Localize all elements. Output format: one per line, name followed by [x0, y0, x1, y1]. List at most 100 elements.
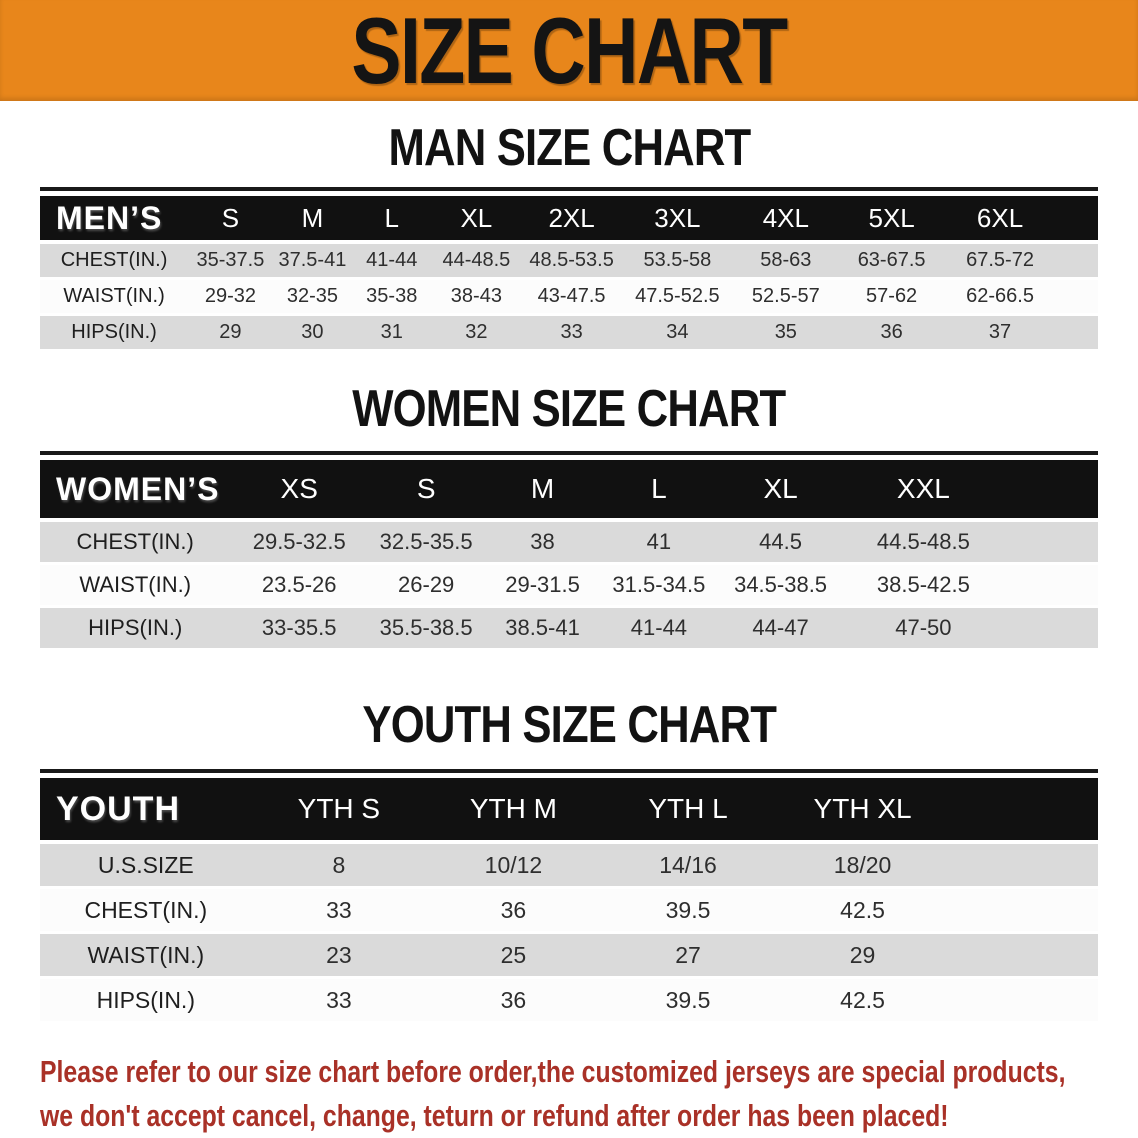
size-value: 58-63 — [732, 244, 839, 280]
size-col-header: XXL — [844, 460, 1003, 522]
size-col-header: S — [367, 460, 485, 522]
size-value: 35 — [732, 316, 839, 352]
size-value: 52.5-57 — [732, 280, 839, 316]
size-value: 32 — [431, 316, 522, 352]
spacer-cell — [1055, 280, 1098, 316]
row-label: U.S.SIZE — [40, 844, 252, 889]
spacer-cell — [949, 934, 1098, 979]
size-col-header: 5XL — [838, 196, 945, 244]
size-value: 32.5-35.5 — [367, 522, 485, 565]
size-value: 26-29 — [367, 565, 485, 608]
row-label: CHEST(IN.) — [40, 522, 231, 565]
women-size-table-wrap: WOMEN’S XS S M L XL XXL CHEST(IN.) 29.5-32.5 32.… — [40, 451, 1098, 651]
size-col-header: YTH S — [251, 778, 427, 844]
size-col-header: 2XL — [521, 196, 622, 244]
size-value: 38-43 — [431, 280, 522, 316]
youth-size-table: YOUTH YTH S YTH M YTH L YTH XL U.S.SIZE 8 10/1… — [40, 778, 1098, 1024]
youth-size-table-wrap: YOUTH YTH S YTH M YTH L YTH XL U.S.SIZE 8 10/1… — [40, 769, 1098, 1024]
table-corner-label: MEN’S — [40, 196, 189, 244]
size-col-header: M — [272, 196, 353, 244]
size-value: 32-35 — [272, 280, 353, 316]
men-section-title: MAN SIZE CHART — [388, 119, 751, 177]
size-value: 29-31.5 — [484, 565, 601, 608]
disclaimer-line-2: we don't accept cancel, change, teturn o… — [40, 1098, 949, 1134]
size-col-header: L — [600, 460, 718, 522]
size-value: 44-47 — [717, 608, 845, 651]
size-value: 48.5-53.5 — [521, 244, 622, 280]
size-value: 34.5-38.5 — [717, 565, 845, 608]
table-top-rule — [40, 451, 1098, 455]
size-value: 34 — [621, 316, 733, 352]
size-value: 29.5-32.5 — [230, 522, 368, 565]
size-col-header: S — [188, 196, 273, 244]
table-corner-label: YOUTH — [40, 778, 252, 844]
size-value: 44-48.5 — [431, 244, 522, 280]
men-size-table: MEN’S S M L XL 2XL 3XL 4XL 5XL 6XL CHEST(IN.) 35-3… — [40, 196, 1098, 352]
spacer-cell — [1002, 460, 1098, 522]
row-label: WAIST(IN.) — [40, 934, 252, 979]
size-value: 33 — [251, 889, 427, 934]
size-value: 47-50 — [844, 608, 1003, 651]
size-value: 43-47.5 — [521, 280, 622, 316]
size-value: 31 — [352, 316, 432, 352]
size-value: 10/12 — [426, 844, 601, 889]
spacer-cell — [1055, 244, 1098, 280]
measurement-row: WAIST(IN.) 23 25 27 29 — [40, 934, 1098, 979]
size-value: 33 — [251, 979, 427, 1024]
size-value: 36 — [838, 316, 945, 352]
spacer-cell — [949, 778, 1098, 844]
size-col-header: 6XL — [944, 196, 1056, 244]
measurement-row: HIPS(IN.) 29 30 31 32 33 34 35 36 37 — [40, 316, 1098, 352]
size-value: 8 — [251, 844, 427, 889]
spacer-cell — [949, 889, 1098, 934]
size-value: 38.5-42.5 — [844, 565, 1003, 608]
size-value: 35.5-38.5 — [367, 608, 485, 651]
size-col-header: XS — [230, 460, 368, 522]
size-value: 62-66.5 — [944, 280, 1056, 316]
size-value: 29 — [188, 316, 273, 352]
size-value: 33 — [521, 316, 622, 352]
size-value: 57-62 — [838, 280, 945, 316]
size-value: 41 — [600, 522, 718, 565]
size-col-header: 4XL — [732, 196, 839, 244]
row-label: WAIST(IN.) — [40, 565, 231, 608]
size-value: 37 — [944, 316, 1056, 352]
spacer-cell — [1002, 522, 1098, 565]
size-value: 53.5-58 — [621, 244, 733, 280]
size-col-header: YTH M — [426, 778, 601, 844]
size-col-header: L — [352, 196, 432, 244]
table-corner-label: WOMEN’S — [40, 460, 231, 522]
youth-section-title: YOUTH SIZE CHART — [362, 696, 777, 754]
size-col-header: XL — [431, 196, 522, 244]
table-top-rule — [40, 769, 1098, 773]
size-value: 23 — [251, 934, 427, 979]
size-value: 29 — [775, 934, 950, 979]
size-value: 29-32 — [188, 280, 273, 316]
measurement-row: WAIST(IN.) 29-32 32-35 35-38 38-43 43-47.5 47.… — [40, 280, 1098, 316]
row-label: CHEST(IN.) — [40, 244, 189, 280]
size-header-row: WOMEN’S XS S M L XL XXL — [40, 460, 1098, 522]
women-section-title: WOMEN SIZE CHART — [352, 380, 786, 438]
size-value: 38 — [484, 522, 601, 565]
size-value: 67.5-72 — [944, 244, 1056, 280]
size-value: 37.5-41 — [272, 244, 353, 280]
measurement-row: CHEST(IN.) 35-37.5 37.5-41 41-44 44-48.5 48.5… — [40, 244, 1098, 280]
size-header-row: YOUTH YTH S YTH M YTH L YTH XL — [40, 778, 1098, 844]
youth-table-header: YOUTH YTH S YTH M YTH L YTH XL — [40, 778, 1098, 844]
size-value: 36 — [426, 889, 601, 934]
women-table-body: CHEST(IN.) 29.5-32.5 32.5-35.5 38 41 44.5 44.5… — [40, 522, 1098, 651]
size-value: 38.5-41 — [484, 608, 601, 651]
measurement-row: HIPS(IN.) 33-35.5 35.5-38.5 38.5-41 41-44 44-… — [40, 608, 1098, 651]
youth-table-body: U.S.SIZE 8 10/12 14/16 18/20 CHEST(IN.) 33 36 39… — [40, 844, 1098, 1024]
men-size-table-wrap: MEN’S S M L XL 2XL 3XL 4XL 5XL 6XL CHEST(IN.) 35-3… — [40, 187, 1098, 352]
row-label: HIPS(IN.) — [40, 979, 252, 1024]
size-value: 30 — [272, 316, 353, 352]
size-col-header: M — [484, 460, 601, 522]
disclaimer-line-1: Please refer to our size chart before or… — [40, 1054, 1066, 1089]
size-value: 14/16 — [600, 844, 776, 889]
measurement-row: CHEST(IN.) 33 36 39.5 42.5 — [40, 889, 1098, 934]
size-col-header: YTH XL — [775, 778, 950, 844]
row-label: HIPS(IN.) — [40, 316, 189, 352]
size-value: 44.5 — [717, 522, 845, 565]
